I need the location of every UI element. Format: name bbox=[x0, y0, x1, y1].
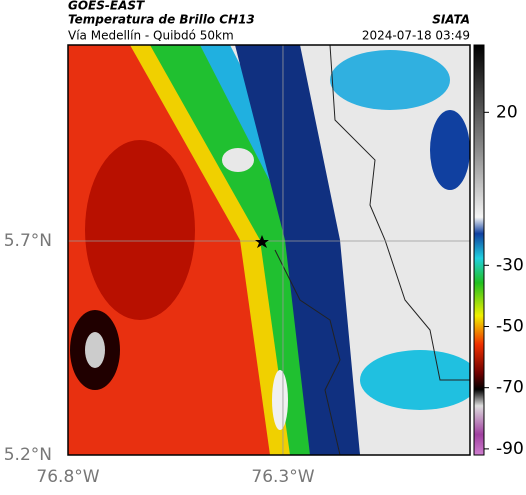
colorbar-tick-label: 20 bbox=[496, 102, 518, 122]
colorbar bbox=[473, 44, 485, 456]
colorbar-tick-label: -70 bbox=[496, 378, 524, 398]
imagery bbox=[68, 45, 470, 455]
y-tick-label: 5.7°N bbox=[4, 231, 52, 251]
colorbar-tick-label: -30 bbox=[496, 255, 524, 275]
timestamp: 2024-07-18 03:49 bbox=[362, 29, 470, 43]
x-tick-label: 76.3°W bbox=[251, 467, 314, 487]
region: Vía Medellín - Quibdó 50km bbox=[68, 29, 234, 43]
colorbar-tick-label: -50 bbox=[496, 316, 524, 336]
y-tick-label: 5.2°N bbox=[4, 445, 52, 465]
colorbar-tick-label: -90 bbox=[496, 439, 524, 459]
location-marker bbox=[255, 235, 269, 248]
x-tick-label: 76.8°W bbox=[36, 467, 99, 487]
title: GOES-EAST bbox=[68, 0, 145, 13]
map-frame bbox=[67, 44, 471, 456]
subtitle: Temperatura de Brillo CH13 bbox=[68, 13, 255, 27]
source: SIATA bbox=[432, 13, 470, 27]
